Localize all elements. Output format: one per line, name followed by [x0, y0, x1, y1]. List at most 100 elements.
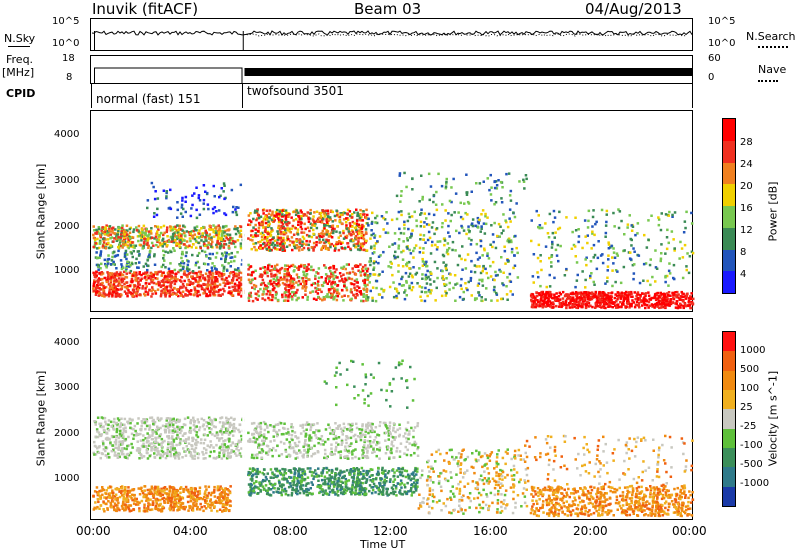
power-cell: [224, 282, 228, 285]
power-cell: [611, 284, 614, 288]
power-cell: [423, 299, 427, 303]
power-cell: [223, 197, 226, 201]
power-cell: [467, 225, 470, 228]
power-cell: [537, 214, 540, 217]
power-cell: [223, 284, 227, 287]
velocity-cell: [166, 417, 170, 420]
power-cell: [213, 265, 216, 268]
power-cell: [270, 282, 274, 286]
power-cell: [128, 227, 132, 231]
power-cell: [304, 227, 307, 231]
power-cell: [491, 233, 495, 236]
power-cell: [558, 303, 562, 307]
power-cell: [99, 235, 102, 239]
power-cell: [429, 185, 433, 188]
power-cell: [659, 291, 662, 295]
power-cell: [512, 211, 515, 214]
power-cell: [323, 212, 326, 215]
power-cell: [234, 245, 237, 249]
power-cell: [353, 222, 356, 225]
velocity-cell: [236, 445, 239, 449]
power-cell: [196, 290, 199, 293]
power-cell: [363, 281, 366, 285]
power-cell: [307, 220, 311, 223]
power-cell: [222, 246, 226, 249]
power-cell: [123, 290, 127, 293]
velocity-cell: [177, 455, 180, 458]
power-cell: [494, 201, 498, 204]
power-cell: [225, 276, 228, 280]
power-cell: [560, 301, 563, 305]
power-cell: [575, 261, 579, 264]
power-cell: [476, 220, 480, 223]
power-cell: [654, 302, 657, 306]
power-cell: [176, 288, 179, 291]
power-cell: [300, 227, 304, 231]
power-cell: [162, 288, 165, 291]
power-cell: [308, 229, 311, 233]
power-cell: [148, 255, 151, 259]
power-cell: [126, 240, 130, 244]
power-cell: [165, 196, 168, 200]
power-cell: [690, 250, 694, 253]
velocity-cell: [237, 441, 240, 444]
power-cell: [364, 272, 367, 275]
power-cell: [576, 273, 579, 277]
power-cell: [223, 231, 226, 234]
power-cell: [336, 214, 339, 217]
power-cell: [183, 279, 186, 283]
power-cell: [682, 231, 686, 234]
power-cell: [165, 287, 168, 291]
power-cell: [334, 219, 337, 222]
power-cell: [399, 231, 403, 235]
velocity-cell: [238, 453, 241, 457]
power-cell: [162, 224, 166, 228]
power-cell: [629, 258, 633, 261]
power-cell: [473, 270, 477, 274]
power-cell: [445, 268, 448, 272]
power-cell: [99, 267, 102, 270]
velocity-cell: [231, 430, 234, 433]
power-cell: [184, 195, 188, 199]
power-cell: [180, 236, 183, 239]
power-cell: [270, 227, 273, 230]
power-cell: [112, 262, 115, 265]
power-cell: [327, 290, 331, 294]
power-cell: [258, 275, 262, 278]
power-cell: [233, 255, 237, 258]
power-cell: [399, 200, 402, 203]
velocity-cb-tick: -500: [740, 459, 763, 470]
velocity-cell: [182, 423, 186, 426]
power-cell: [100, 271, 104, 274]
velocity-cell: [166, 448, 169, 452]
power-cell: [184, 286, 188, 290]
power-cell: [453, 274, 457, 277]
power-cell: [287, 271, 290, 275]
power-cell: [228, 228, 231, 231]
power-cell: [422, 251, 425, 254]
power-cell: [637, 293, 640, 296]
power-cell: [206, 287, 209, 291]
velocity-cell: [148, 442, 151, 446]
velocity-cell: [203, 433, 206, 436]
power-cell: [158, 241, 162, 245]
power-cell: [249, 291, 252, 295]
power-cell: [181, 215, 184, 218]
power-cell: [492, 288, 496, 292]
power-cell: [285, 278, 289, 281]
power-cell: [158, 234, 161, 237]
power-cell: [144, 243, 147, 246]
power-cell: [330, 272, 333, 275]
power-cell: [598, 299, 602, 302]
power-cell: [628, 214, 631, 217]
power-cell: [280, 224, 283, 228]
power-cell: [195, 186, 198, 189]
power-cell: [125, 281, 129, 284]
power-cell: [333, 270, 337, 274]
power-cell: [180, 203, 184, 207]
power-cell: [169, 284, 173, 288]
power-cell: [263, 269, 267, 272]
power-cell: [288, 243, 291, 247]
power-cell: [336, 290, 339, 294]
power-cell: [636, 297, 640, 300]
